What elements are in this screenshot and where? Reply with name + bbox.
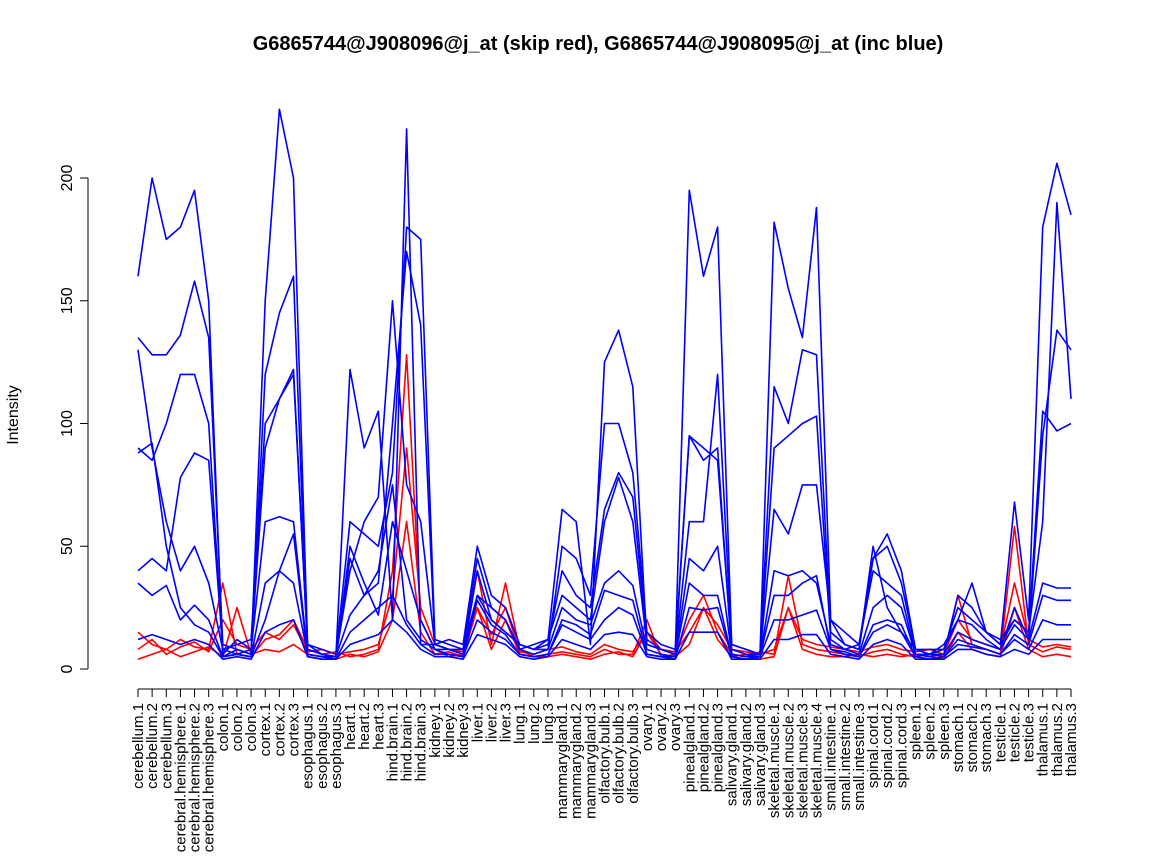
x-tick-label: mammarygland.3: [582, 703, 599, 819]
x-tick-label: pinealgland.3: [710, 703, 727, 792]
x-tick-label: testicle.2: [1006, 703, 1023, 762]
x-tick-label: lung.3: [540, 703, 557, 744]
x-tick-label: hind.brain.3: [413, 703, 430, 781]
x-tick-label: spleen.3: [936, 703, 953, 760]
x-tick-label: stomach.2: [964, 703, 981, 772]
x-tick-label: spleen.1: [908, 703, 925, 760]
x-tick-label: colon.1: [215, 703, 232, 751]
x-tick-label: esophagus.3: [328, 703, 345, 789]
series-line-blue-7: [137, 452, 1071, 658]
x-tick-label: ovary.2: [653, 703, 670, 751]
x-tick-label: thalamus.2: [1049, 703, 1066, 776]
x-tick-label: stomach.3: [978, 703, 995, 772]
x-tick-label: skeletal.muscle.3: [794, 703, 811, 818]
x-tick-label: skeletal.muscle.2: [780, 703, 797, 818]
x-tick-label: liver.1: [469, 703, 486, 742]
y-axis-label: Intensity: [5, 385, 22, 445]
x-tick-label: cerebellum.1: [130, 703, 147, 789]
x-tick-label: kidney.1: [427, 703, 444, 758]
x-tick-label: liver.3: [498, 703, 515, 742]
x-tick-label: heart.1: [342, 703, 359, 750]
x-tick-label: cerebral.hemisphere.3: [201, 703, 218, 852]
chart-title: G6865744@J908096@j_at (skip red), G68657…: [253, 33, 944, 55]
x-ticks: cerebellum.1cerebellum.2cerebellum.3cere…: [130, 689, 1080, 852]
x-tick-label: small.intestine.1: [823, 703, 840, 811]
x-tick-label: hind.brain.1: [384, 703, 401, 781]
y-tick-label: 200: [59, 165, 76, 192]
x-tick-label: cerebral.hemisphere.1: [172, 703, 189, 852]
x-tick-label: testicle.3: [1021, 703, 1038, 762]
y-ticks: 0 50 100 150 200: [59, 165, 88, 673]
x-tick-label: olfactory.bulb.3: [625, 703, 642, 804]
x-tick-label: skeletal.muscle.1: [766, 703, 783, 818]
x-tick-label: ovary.1: [639, 703, 656, 751]
x-tick-label: kidney.3: [455, 703, 472, 758]
x-tick-label: cortex.2: [271, 703, 288, 756]
x-tick-label: cortex.3: [286, 703, 303, 756]
x-tick-label: colon.3: [243, 703, 260, 751]
y-tick-label: 150: [59, 287, 76, 314]
x-tick-label: testicle.1: [992, 703, 1009, 762]
x-tick-label: kidney.2: [441, 703, 458, 758]
x-tick-label: colon.2: [229, 703, 246, 751]
x-tick-label: skeletal.muscle.4: [809, 703, 826, 818]
x-tick-label: heart.2: [356, 703, 373, 750]
x-tick-label: salivary.gland.3: [752, 703, 769, 806]
series-line-blue-6: [137, 201, 1072, 658]
y-tick-label: 100: [59, 410, 76, 437]
x-tick-label: esophagus.1: [300, 703, 317, 789]
series-line-blue-8: [137, 533, 1071, 661]
x-tick-label: thalamus.1: [1035, 703, 1052, 776]
x-tick-label: salivary.gland.2: [738, 703, 755, 806]
x-tick-label: liver.2: [483, 703, 500, 742]
x-tick-label: cerebellum.3: [158, 703, 175, 789]
x-tick-label: cerebellum.2: [144, 703, 161, 789]
x-tick-label: small.intestine.2: [837, 703, 854, 811]
x-tick-label: stomach.1: [950, 703, 967, 772]
x-tick-label: mammarygland.2: [568, 703, 585, 819]
series-lines: [137, 108, 1072, 661]
x-tick-label: pinealgland.1: [681, 703, 698, 792]
x-tick-label: pinealgland.2: [695, 703, 712, 792]
x-tick-label: ovary.3: [667, 703, 684, 751]
x-tick-label: hind.brain.2: [399, 703, 416, 781]
x-tick-label: cerebral.hemisphere.2: [187, 703, 204, 852]
x-tick-label: salivary.gland.1: [724, 703, 741, 806]
series-line-blue-9: [137, 619, 1071, 661]
x-tick-label: spleen.2: [922, 703, 939, 760]
x-tick-label: lung.1: [512, 703, 529, 744]
x-tick-label: mammarygland.1: [554, 703, 571, 819]
series-line-blue-5: [137, 250, 1072, 658]
x-tick-label: heart.3: [370, 703, 387, 750]
x-tick-label: spinal.cord.3: [893, 703, 910, 788]
x-tick-label: olfactory.bulb.1: [597, 703, 614, 804]
x-tick-label: lung.2: [526, 703, 543, 744]
series-line-blue-10: [137, 442, 1071, 661]
x-tick-label: thalamus.3: [1063, 703, 1080, 776]
y-tick-label: 0: [59, 664, 76, 673]
x-tick-label: small.intestine.3: [851, 703, 868, 811]
series-line-red-2: [137, 447, 1072, 656]
x-tick-label: olfactory.bulb.2: [611, 703, 628, 804]
x-tick-label: spinal.cord.2: [879, 703, 896, 788]
x-tick-label: spinal.cord.1: [865, 703, 882, 788]
x-tick-label: cortex.1: [257, 703, 274, 756]
x-tick-label: esophagus.2: [314, 703, 331, 789]
y-tick-label: 50: [59, 537, 76, 555]
